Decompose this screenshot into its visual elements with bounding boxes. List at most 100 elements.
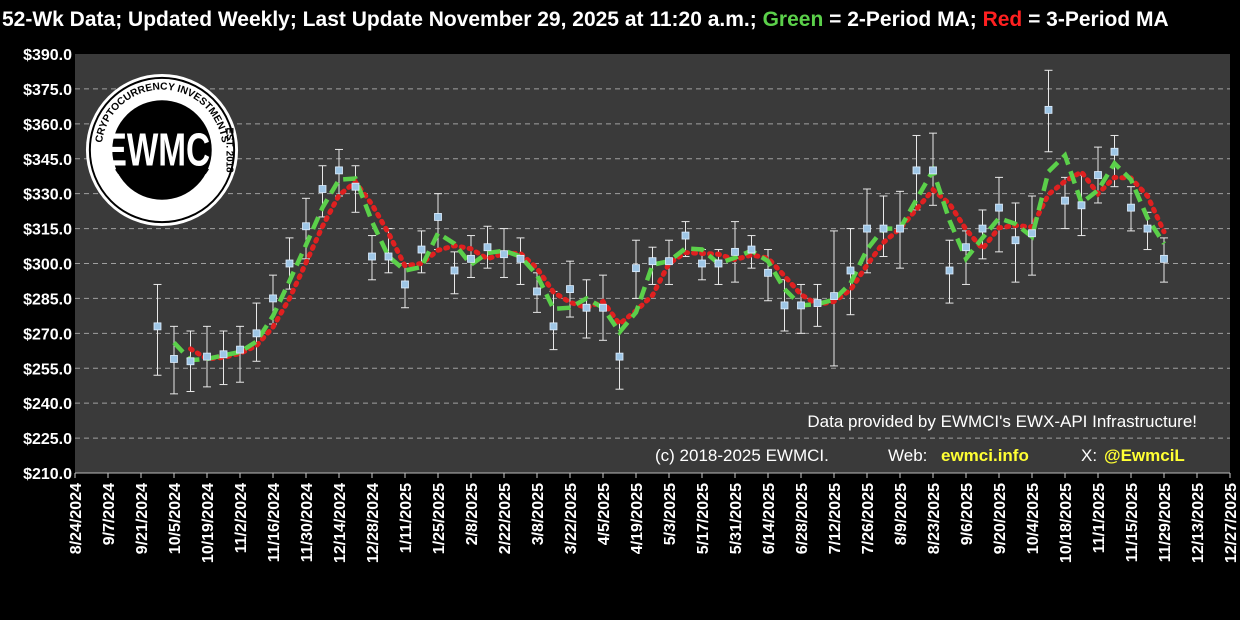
close-marker bbox=[566, 285, 574, 294]
close-marker bbox=[731, 247, 739, 256]
close-marker bbox=[434, 213, 442, 221]
close-marker bbox=[1094, 171, 1102, 179]
close-marker bbox=[1011, 236, 1020, 245]
x-handle-label: X: bbox=[1081, 446, 1097, 465]
x-tick-label: 10/19/2024 bbox=[200, 483, 217, 563]
provider-note: Data provided by EWMCI's EWX-API Infrast… bbox=[807, 412, 1197, 431]
x-tick-label: 5/3/2025 bbox=[662, 483, 679, 545]
x-tick-label: 11/16/2024 bbox=[266, 483, 283, 562]
logo-center-text: EWMCI bbox=[105, 123, 220, 176]
close-marker bbox=[351, 182, 360, 191]
close-marker bbox=[632, 264, 640, 273]
close-marker bbox=[153, 322, 162, 331]
y-tick-label: $285.0 bbox=[23, 291, 72, 308]
close-marker bbox=[401, 280, 409, 289]
close-marker bbox=[648, 257, 657, 266]
y-tick-label: $375.0 bbox=[23, 82, 72, 99]
close-marker bbox=[846, 266, 855, 275]
close-marker bbox=[896, 224, 904, 233]
x-tick-label: 12/14/2024 bbox=[332, 483, 349, 563]
x-tick-label: 7/26/2025 bbox=[860, 483, 877, 554]
close-marker bbox=[995, 203, 1003, 212]
close-marker bbox=[384, 252, 393, 261]
x-tick-label: 3/22/2025 bbox=[563, 483, 580, 554]
y-tick-label: $240.0 bbox=[23, 396, 72, 413]
y-tick-label: $300.0 bbox=[23, 257, 72, 274]
y-axis-ticks: $210.0 $225.0 $240.0 $255.0 $270.0 $285.0 $300… bbox=[23, 47, 72, 483]
close-marker bbox=[186, 357, 195, 366]
y-tick-label: $345.0 bbox=[23, 152, 72, 169]
x-tick-label: 9/6/2025 bbox=[959, 483, 976, 545]
y-tick-label: $225.0 bbox=[23, 431, 72, 448]
y-tick-label: $390.0 bbox=[23, 47, 72, 64]
title-red-text: = 3-Period MA bbox=[1022, 8, 1169, 31]
x-tick-label: 11/29/2025 bbox=[1157, 483, 1174, 562]
close-marker bbox=[830, 292, 838, 300]
logo-right-ring: EST. 2018 bbox=[223, 128, 234, 174]
y-tick-label: $210.0 bbox=[23, 466, 72, 483]
close-marker bbox=[879, 224, 888, 233]
close-marker bbox=[170, 355, 178, 363]
close-marker bbox=[252, 329, 261, 338]
x-tick-label: 2/22/2025 bbox=[497, 483, 514, 554]
x-tick-label: 2/8/2025 bbox=[464, 483, 481, 545]
footer-credits: (c) 2018-2025 EWMCI. Web: ewmci.info X: … bbox=[655, 446, 1185, 465]
x-tick-label: 12/13/2025 bbox=[1190, 483, 1207, 563]
close-marker bbox=[1160, 254, 1168, 263]
x-tick-label: 8/23/2025 bbox=[926, 483, 943, 554]
close-marker bbox=[483, 243, 492, 252]
close-markers bbox=[153, 105, 1168, 366]
web-link[interactable]: ewmci.info bbox=[941, 446, 1029, 465]
close-marker bbox=[368, 252, 376, 261]
close-marker bbox=[698, 259, 706, 268]
x-tick-label: 11/30/2024 bbox=[299, 483, 316, 562]
close-marker bbox=[219, 350, 228, 359]
close-marker bbox=[335, 166, 343, 175]
close-marker bbox=[318, 185, 327, 193]
close-marker bbox=[863, 224, 871, 233]
web-label: Web: bbox=[888, 446, 927, 465]
close-marker bbox=[714, 259, 723, 268]
close-marker bbox=[813, 299, 822, 307]
close-marker bbox=[665, 257, 673, 266]
x-tick-label: 10/5/2024 bbox=[167, 483, 184, 554]
close-marker bbox=[1028, 229, 1036, 238]
y-tick-label: $255.0 bbox=[23, 361, 72, 378]
x-tick-label: 11/2/2024 bbox=[233, 483, 250, 553]
y-tick-label: $270.0 bbox=[23, 326, 72, 343]
close-marker bbox=[764, 268, 772, 277]
x-tick-label: 8/24/2024 bbox=[68, 483, 85, 554]
close-marker bbox=[582, 303, 591, 312]
close-marker bbox=[1127, 203, 1135, 212]
x-tick-label: 4/19/2025 bbox=[629, 483, 646, 554]
x-tick-label: 9/7/2024 bbox=[101, 483, 118, 545]
chart-title: 52-Wk Data; Updated Weekly; Last Update … bbox=[0, 0, 1240, 40]
y-tick-label: $315.0 bbox=[23, 222, 72, 239]
x-tick-label: 6/14/2025 bbox=[761, 483, 778, 554]
close-marker bbox=[236, 345, 244, 354]
close-marker bbox=[1061, 196, 1069, 205]
close-marker bbox=[533, 287, 541, 296]
close-marker bbox=[1044, 105, 1053, 114]
close-marker bbox=[269, 294, 277, 303]
x-tick-label: 11/1/2025 bbox=[1091, 483, 1108, 553]
close-marker bbox=[681, 231, 690, 240]
close-marker bbox=[302, 222, 310, 231]
close-marker bbox=[599, 303, 607, 312]
copyright-text: (c) 2018-2025 EWMCI. bbox=[655, 446, 829, 465]
title-green-word: Green bbox=[762, 8, 824, 31]
ma3-line bbox=[188, 168, 1167, 362]
close-marker bbox=[747, 245, 756, 254]
close-marker bbox=[467, 254, 475, 263]
x-tick-label: 7/12/2025 bbox=[827, 483, 844, 554]
title-prefix: 52-Wk Data; Updated Weekly; Last Update … bbox=[2, 8, 763, 31]
close-marker bbox=[945, 266, 954, 275]
close-marker bbox=[1110, 147, 1119, 156]
x-tick-label: 4/5/2025 bbox=[596, 483, 613, 545]
y-tick-label: $360.0 bbox=[23, 117, 72, 134]
title-green-text: = 2-Period MA; bbox=[823, 8, 983, 31]
x-tick-label: 9/21/2024 bbox=[134, 483, 151, 554]
x-axis-ticks: 8/24/2024 9/7/2024 9/21/2024 10/5/2024 10/19… bbox=[68, 473, 1240, 563]
x-handle-link[interactable]: @EwmciL bbox=[1104, 446, 1185, 465]
